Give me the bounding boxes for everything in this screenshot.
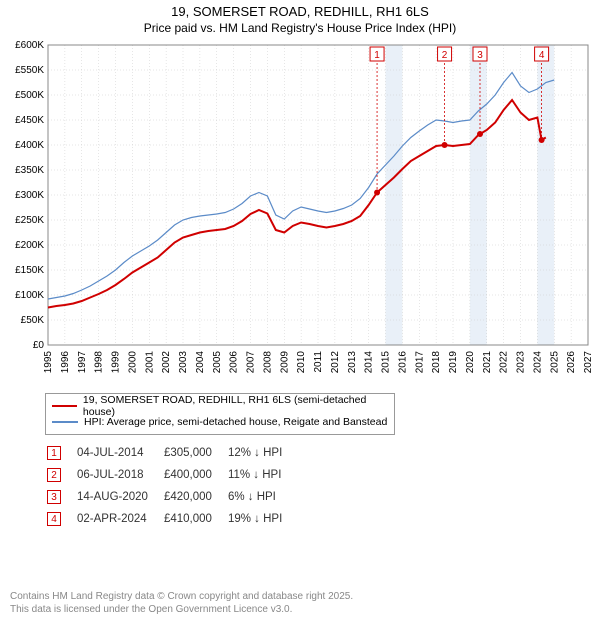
svg-text:2024: 2024 bbox=[532, 351, 543, 374]
svg-text:2026: 2026 bbox=[566, 351, 577, 374]
transaction-marker: 3 bbox=[47, 490, 61, 504]
svg-text:2025: 2025 bbox=[549, 351, 560, 374]
legend-item: 19, SOMERSET ROAD, REDHILL, RH1 6LS (sem… bbox=[52, 398, 388, 414]
svg-text:1: 1 bbox=[374, 50, 380, 61]
svg-text:£50K: £50K bbox=[21, 315, 45, 326]
svg-text:£0: £0 bbox=[33, 340, 45, 351]
svg-text:2005: 2005 bbox=[212, 351, 223, 374]
svg-text:2023: 2023 bbox=[516, 351, 527, 374]
svg-text:2002: 2002 bbox=[161, 351, 172, 374]
svg-text:2014: 2014 bbox=[364, 351, 375, 374]
table-row: 4 02-APR-2024£410,00019% ↓ HPI bbox=[47, 509, 296, 529]
svg-text:2022: 2022 bbox=[499, 351, 510, 374]
svg-text:£300K: £300K bbox=[15, 190, 44, 201]
transaction-date: 14-AUG-2020 bbox=[77, 487, 162, 507]
svg-text:£200K: £200K bbox=[15, 240, 44, 251]
svg-text:2027: 2027 bbox=[583, 351, 594, 374]
svg-text:2015: 2015 bbox=[381, 351, 392, 374]
svg-text:£500K: £500K bbox=[15, 90, 44, 101]
svg-text:2017: 2017 bbox=[414, 351, 425, 374]
svg-text:2012: 2012 bbox=[330, 351, 341, 374]
table-row: 1 04-JUL-2014£305,00012% ↓ HPI bbox=[47, 443, 296, 463]
legend: 19, SOMERSET ROAD, REDHILL, RH1 6LS (sem… bbox=[45, 393, 395, 435]
svg-text:2001: 2001 bbox=[144, 351, 155, 374]
svg-text:3: 3 bbox=[477, 50, 483, 61]
table-row: 2 06-JUL-2018£400,00011% ↓ HPI bbox=[47, 465, 296, 485]
svg-text:£400K: £400K bbox=[15, 140, 44, 151]
svg-text:£250K: £250K bbox=[15, 215, 44, 226]
svg-text:2018: 2018 bbox=[431, 351, 442, 374]
svg-text:2021: 2021 bbox=[482, 351, 493, 374]
chart-title: 19, SOMERSET ROAD, REDHILL, RH1 6LS bbox=[0, 4, 600, 19]
svg-text:1997: 1997 bbox=[77, 351, 88, 374]
svg-text:1996: 1996 bbox=[60, 351, 71, 374]
svg-text:2019: 2019 bbox=[448, 351, 459, 374]
svg-text:£100K: £100K bbox=[15, 290, 44, 301]
svg-text:2007: 2007 bbox=[246, 351, 257, 374]
transaction-date: 06-JUL-2018 bbox=[77, 465, 162, 485]
table-row: 3 14-AUG-2020£420,0006% ↓ HPI bbox=[47, 487, 296, 507]
transactions-table: 1 04-JUL-2014£305,00012% ↓ HPI 2 06-JUL-201… bbox=[45, 441, 298, 531]
transaction-marker: 2 bbox=[47, 468, 61, 482]
footer: Contains HM Land Registry data © Crown c… bbox=[10, 590, 353, 616]
svg-text:£350K: £350K bbox=[15, 165, 44, 176]
transaction-date: 02-APR-2024 bbox=[77, 509, 162, 529]
svg-text:2013: 2013 bbox=[347, 351, 358, 374]
transaction-marker: 1 bbox=[47, 446, 61, 460]
chart-subtitle: Price paid vs. HM Land Registry's House … bbox=[0, 21, 600, 35]
transaction-date: 04-JUL-2014 bbox=[77, 443, 162, 463]
svg-text:2011: 2011 bbox=[313, 351, 324, 373]
svg-text:£600K: £600K bbox=[15, 40, 44, 51]
transaction-price: £420,000 bbox=[164, 487, 226, 507]
svg-text:2016: 2016 bbox=[397, 351, 408, 374]
legend-label: HPI: Average price, semi-detached house,… bbox=[84, 416, 387, 428]
svg-text:2020: 2020 bbox=[465, 351, 476, 374]
svg-text:2008: 2008 bbox=[262, 351, 273, 374]
legend-swatch bbox=[52, 421, 78, 423]
chart-plot: £0 £50K £100K £150K £200K £250K £300K £350K £400… bbox=[0, 37, 600, 387]
transaction-marker: 4 bbox=[47, 512, 61, 526]
footer-line1: Contains HM Land Registry data © Crown c… bbox=[10, 590, 353, 603]
chart-header: 19, SOMERSET ROAD, REDHILL, RH1 6LS Pric… bbox=[0, 0, 600, 37]
transaction-delta: 12% ↓ HPI bbox=[228, 443, 296, 463]
svg-text:1999: 1999 bbox=[111, 351, 122, 374]
svg-text:£450K: £450K bbox=[15, 115, 44, 126]
svg-text:2006: 2006 bbox=[229, 351, 240, 374]
legend-item: HPI: Average price, semi-detached house,… bbox=[52, 414, 388, 430]
transaction-delta: 11% ↓ HPI bbox=[228, 465, 296, 485]
legend-label: 19, SOMERSET ROAD, REDHILL, RH1 6LS (sem… bbox=[83, 394, 388, 418]
svg-text:2004: 2004 bbox=[195, 351, 206, 374]
transaction-price: £305,000 bbox=[164, 443, 226, 463]
svg-text:2009: 2009 bbox=[279, 351, 290, 374]
transaction-delta: 19% ↓ HPI bbox=[228, 509, 296, 529]
svg-text:4: 4 bbox=[539, 50, 545, 61]
transaction-price: £400,000 bbox=[164, 465, 226, 485]
svg-text:2010: 2010 bbox=[296, 351, 307, 374]
legend-swatch bbox=[52, 405, 77, 407]
transaction-delta: 6% ↓ HPI bbox=[228, 487, 296, 507]
svg-text:2000: 2000 bbox=[127, 351, 138, 374]
svg-text:£550K: £550K bbox=[15, 65, 44, 76]
footer-line2: This data is licensed under the Open Gov… bbox=[10, 603, 353, 616]
transaction-price: £410,000 bbox=[164, 509, 226, 529]
svg-text:1998: 1998 bbox=[94, 351, 105, 374]
svg-text:£150K: £150K bbox=[15, 265, 44, 276]
svg-text:2: 2 bbox=[442, 50, 448, 61]
svg-text:1995: 1995 bbox=[43, 351, 54, 374]
svg-text:2003: 2003 bbox=[178, 351, 189, 374]
